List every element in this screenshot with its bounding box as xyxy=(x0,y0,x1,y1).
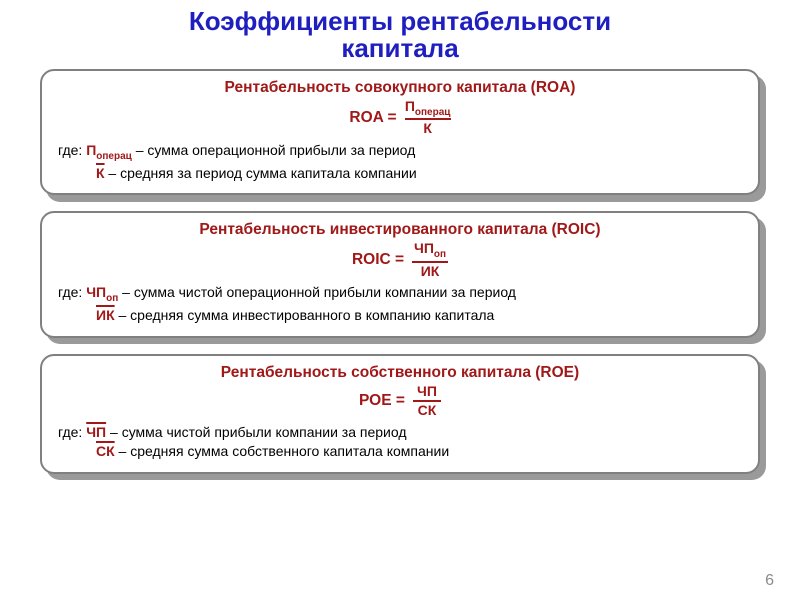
numerator: Поперац xyxy=(405,99,451,118)
box-body: Рентабельность совокупного капитала (ROA… xyxy=(40,69,760,196)
legend: где: ЧПоп – сумма чистой операционной пр… xyxy=(56,283,744,325)
legend-row-1: где: Поперац – сумма операционной прибыл… xyxy=(58,141,744,164)
denominator: К xyxy=(423,121,432,136)
fraction: Поперац К xyxy=(405,99,451,137)
formula: РОЕ = ЧП СК xyxy=(56,384,744,419)
legend: где: Поперац – сумма операционной прибыл… xyxy=(56,141,744,183)
slide-title: Коэффициенты рентабельности капитала xyxy=(0,0,800,63)
fraction: ЧПоп ИК xyxy=(412,241,448,279)
formula-box-0: Рентабельность совокупного капитала (ROA… xyxy=(40,69,760,196)
box-title: Рентабельность инвестированного капитала… xyxy=(56,221,744,239)
formula-lhs: ROA = xyxy=(349,109,396,127)
formula-box-2: Рентабельность собственного капитала (RO… xyxy=(40,354,760,474)
formula-lhs: ROIC = xyxy=(352,251,404,269)
formula-box-1: Рентабельность инвестированного капитала… xyxy=(40,211,760,338)
formula-lhs: РОЕ = xyxy=(359,392,405,410)
box-title: Рентабельность собственного капитала (RO… xyxy=(56,364,744,382)
denominator: ИК xyxy=(421,264,440,279)
legend-row-2: СК – средняя сумма собственного капитала… xyxy=(58,442,744,462)
legend-row-2: ИК – средняя сумма инвестированного в ко… xyxy=(58,306,744,326)
legend-row-2: К – средняя за период сумма капитала ком… xyxy=(58,164,744,184)
box-body: Рентабельность собственного капитала (RO… xyxy=(40,354,760,474)
box-title: Рентабельность совокупного капитала (ROA… xyxy=(56,79,744,97)
page-number: 6 xyxy=(765,572,774,590)
fraction: ЧП СК xyxy=(413,384,441,419)
formula: ROIC = ЧПоп ИК xyxy=(56,241,744,279)
legend: где: ЧП – сумма чистой прибыли компании … xyxy=(56,423,744,462)
title-line2: капитала xyxy=(341,33,458,63)
numerator: ЧПоп xyxy=(414,241,446,260)
boxes-container: Рентабельность совокупного капитала (ROA… xyxy=(0,69,800,474)
box-body: Рентабельность инвестированного капитала… xyxy=(40,211,760,338)
denominator: СК xyxy=(418,403,437,418)
title-line1: Коэффициенты рентабельности xyxy=(189,6,611,36)
legend-row-1: где: ЧПоп – сумма чистой операционной пр… xyxy=(58,283,744,306)
legend-row-1: где: ЧП – сумма чистой прибыли компании … xyxy=(58,423,744,443)
numerator: ЧП xyxy=(417,384,437,399)
formula: ROA = Поперац К xyxy=(56,99,744,137)
